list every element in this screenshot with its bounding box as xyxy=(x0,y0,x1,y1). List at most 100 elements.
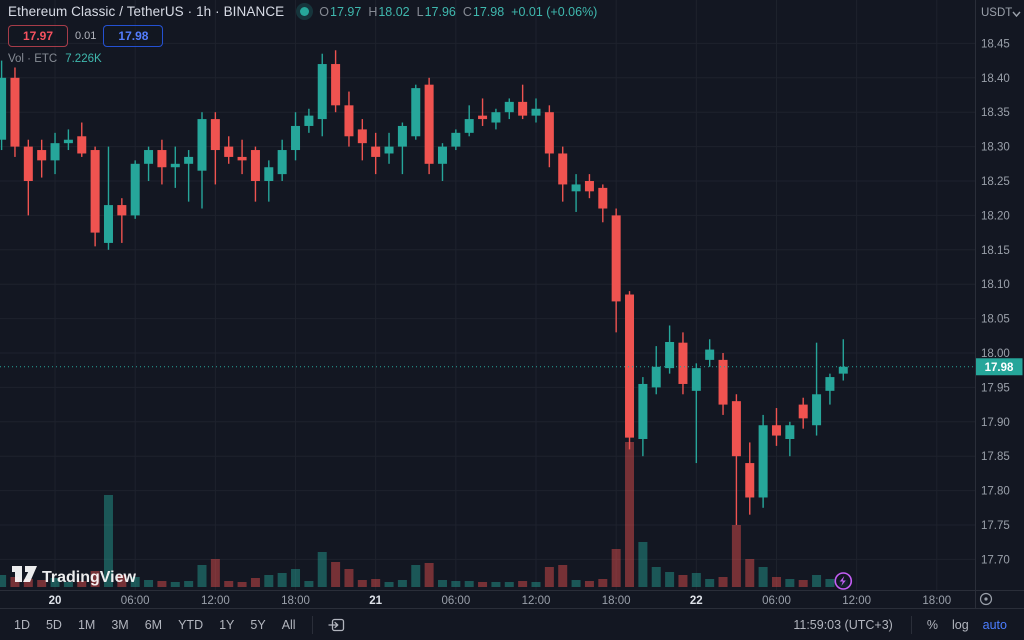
auto-scale-button[interactable]: auto xyxy=(982,617,1007,632)
symbol-title[interactable]: Ethereum Classic / TetherUS · 1h · BINAN… xyxy=(8,4,285,19)
volume-bar xyxy=(210,559,220,587)
volume-bar xyxy=(705,579,715,587)
price-tick-label: 18.35 xyxy=(981,107,1010,119)
range-button-1m[interactable]: 1M xyxy=(77,617,96,632)
volume-bar xyxy=(611,549,621,587)
volume-bar xyxy=(598,579,608,587)
sell-button[interactable]: 17.97 xyxy=(8,25,68,47)
time-tick-label: 06:00 xyxy=(121,595,150,607)
candle-body xyxy=(237,156,247,161)
tradingview-mark-icon xyxy=(12,566,22,582)
price-tick-label: 17.80 xyxy=(981,486,1010,498)
price-tick-label: 18.15 xyxy=(981,245,1010,257)
change-value: +0.01 (+0.06%) xyxy=(511,4,598,19)
volume-bar xyxy=(384,582,394,587)
range-button-all[interactable]: All xyxy=(281,617,296,632)
high-value: 18.02 xyxy=(378,4,410,19)
volume-bar xyxy=(691,573,701,587)
candle-body xyxy=(344,105,354,137)
volume-bar xyxy=(397,580,407,587)
volume-bar xyxy=(291,569,301,587)
volume-bar xyxy=(277,573,287,587)
range-button-1y[interactable]: 1Y xyxy=(219,617,235,632)
candle-body xyxy=(277,150,287,175)
candle-body xyxy=(90,150,100,233)
scale-target-dot xyxy=(984,597,988,601)
range-button-5y[interactable]: 5Y xyxy=(250,617,266,632)
candle-body xyxy=(77,136,87,154)
candle-body xyxy=(103,205,113,243)
log-scale-button[interactable]: log xyxy=(951,617,969,632)
session-clock[interactable]: 11:59:03 (UTC+3) xyxy=(793,617,893,632)
candle-body xyxy=(638,383,648,439)
price-tick-label: 18.25 xyxy=(981,176,1010,188)
candle-body xyxy=(0,77,7,140)
candle-body xyxy=(571,184,581,192)
candle-body xyxy=(437,146,447,164)
candle-body xyxy=(611,215,621,302)
candle-body xyxy=(825,377,835,391)
candle-body xyxy=(705,349,715,360)
tradingview-logo[interactable]: TradingView xyxy=(12,566,137,586)
candle-body xyxy=(691,368,701,391)
volume-bar xyxy=(571,580,581,587)
price-tick-label: 18.30 xyxy=(981,142,1010,154)
ohlc-values: O17.97 H18.02 L17.96 C17.98 +0.01 (+0.06… xyxy=(319,5,597,19)
volume-bar xyxy=(304,581,314,587)
range-button-1d[interactable]: 1D xyxy=(14,617,30,632)
time-tick-label: 22 xyxy=(690,595,703,607)
volume-bar xyxy=(170,582,180,587)
candle-body xyxy=(518,101,528,116)
axis-currency-label[interactable]: USDT xyxy=(981,7,1012,19)
time-tick-label: 12:00 xyxy=(842,595,871,607)
volume-bar xyxy=(357,580,367,587)
percent-scale-button[interactable]: % xyxy=(926,617,938,632)
candle-body xyxy=(10,77,20,147)
price-tick-label: 17.70 xyxy=(981,554,1010,566)
volume-bar xyxy=(812,575,822,587)
range-button-ytd[interactable]: YTD xyxy=(178,617,204,632)
range-button-5d[interactable]: 5D xyxy=(45,617,62,632)
candle-body xyxy=(731,401,741,457)
volume-bar xyxy=(464,581,474,587)
candle-body xyxy=(451,132,461,147)
volume-bar xyxy=(544,567,554,587)
candle-body xyxy=(384,146,394,154)
volume-bar xyxy=(184,581,194,587)
price-tick-label: 18.10 xyxy=(981,279,1010,291)
scale-target-icon[interactable] xyxy=(979,592,993,606)
volume-bar xyxy=(371,579,381,587)
market-status-dot-icon[interactable] xyxy=(300,7,310,16)
range-button-3m[interactable]: 3M xyxy=(111,617,129,632)
spread-value: 0.01 xyxy=(75,30,97,42)
volume-bar xyxy=(331,562,341,587)
time-tick-label: 20 xyxy=(49,595,62,607)
volume-bar xyxy=(825,579,835,587)
price-chart-canvas[interactable]: 18.45 18.40 18.35 18.30 18.25 18.20 18.15 18.10… xyxy=(0,0,1024,608)
candle-body xyxy=(464,119,474,133)
price-tick-label: 17.75 xyxy=(981,520,1010,532)
candle-body xyxy=(331,64,341,106)
volume-bar xyxy=(771,577,781,587)
candle-body xyxy=(771,425,781,436)
volume-bar xyxy=(718,577,728,587)
volume-bar xyxy=(451,581,461,587)
volume-bar xyxy=(491,582,501,587)
candle-body xyxy=(197,119,207,171)
candle-body xyxy=(50,143,60,161)
last-price-tag xyxy=(975,358,1023,376)
price-tick-label: 18.40 xyxy=(981,73,1010,85)
volume-bar xyxy=(77,581,87,587)
price-tick-label: 17.90 xyxy=(981,417,1010,429)
volume-bar xyxy=(237,582,247,587)
buy-button[interactable]: 17.98 xyxy=(103,25,164,47)
candle-body xyxy=(371,146,381,157)
chevron-down-icon xyxy=(1012,11,1021,18)
go-to-date-button[interactable] xyxy=(321,613,353,637)
volume-indicator-label[interactable]: Vol · ETC xyxy=(8,53,58,65)
range-button-6m[interactable]: 6M xyxy=(144,617,163,632)
candle-body xyxy=(478,115,488,120)
candle-body xyxy=(184,156,194,164)
volume-bar xyxy=(117,575,127,587)
